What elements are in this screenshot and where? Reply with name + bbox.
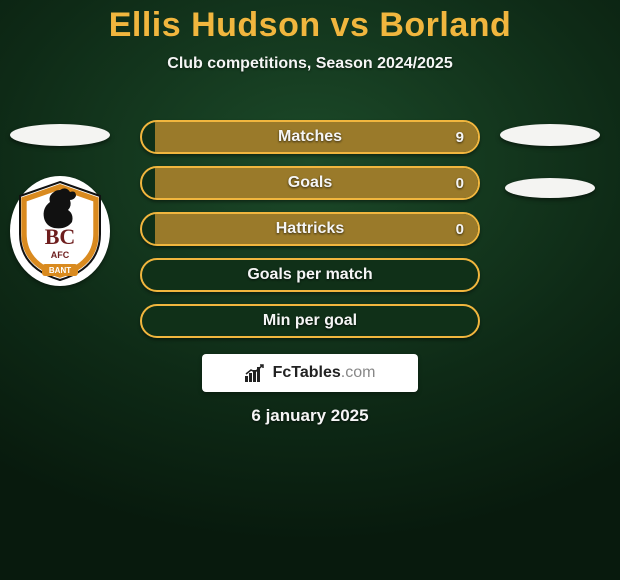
- stat-label: Hattricks: [276, 220, 344, 238]
- stat-row: Goals per match: [140, 258, 480, 292]
- infographic: Ellis Hudson vs Borland Club competition…: [0, 0, 620, 580]
- crest-sub: AFC: [51, 250, 70, 260]
- stats-panel: Matches 9 Goals 0 Hattricks 0 Goals per match M…: [140, 120, 480, 350]
- crest-svg: BC AFC BANT: [12, 178, 108, 284]
- crest-banner: BANT: [49, 266, 71, 275]
- chart-icon: [245, 364, 267, 382]
- crest-initials: BC: [45, 224, 76, 249]
- avatar-placeholder-left: [10, 124, 110, 146]
- stat-value-right: 0: [456, 175, 464, 192]
- stat-row: Min per goal: [140, 304, 480, 338]
- player-left: BC AFC BANT: [10, 124, 110, 286]
- club-crest-left: BC AFC BANT: [10, 176, 110, 286]
- stat-label: Matches: [278, 128, 342, 146]
- avatar-placeholder-right-2: [505, 178, 595, 198]
- avatar-placeholder-right: [500, 124, 600, 146]
- stat-value-right: 9: [456, 129, 464, 146]
- brand-name: FcTables.com: [273, 364, 376, 382]
- stat-value-right: 0: [456, 221, 464, 238]
- date-label: 6 january 2025: [0, 406, 620, 426]
- player-right: [500, 124, 600, 198]
- stat-row: Matches 9: [140, 120, 480, 154]
- stat-label: Goals: [288, 174, 332, 192]
- stat-label: Goals per match: [247, 266, 372, 284]
- brand-name-suffix: .com: [341, 364, 376, 381]
- stat-row: Hattricks 0: [140, 212, 480, 246]
- page-title: Ellis Hudson vs Borland: [0, 0, 620, 45]
- subtitle: Club competitions, Season 2024/2025: [0, 55, 620, 73]
- stat-label: Min per goal: [263, 312, 357, 330]
- brand-name-main: FcTables: [273, 364, 341, 381]
- brand-badge: FcTables.com: [202, 354, 418, 392]
- stat-row: Goals 0: [140, 166, 480, 200]
